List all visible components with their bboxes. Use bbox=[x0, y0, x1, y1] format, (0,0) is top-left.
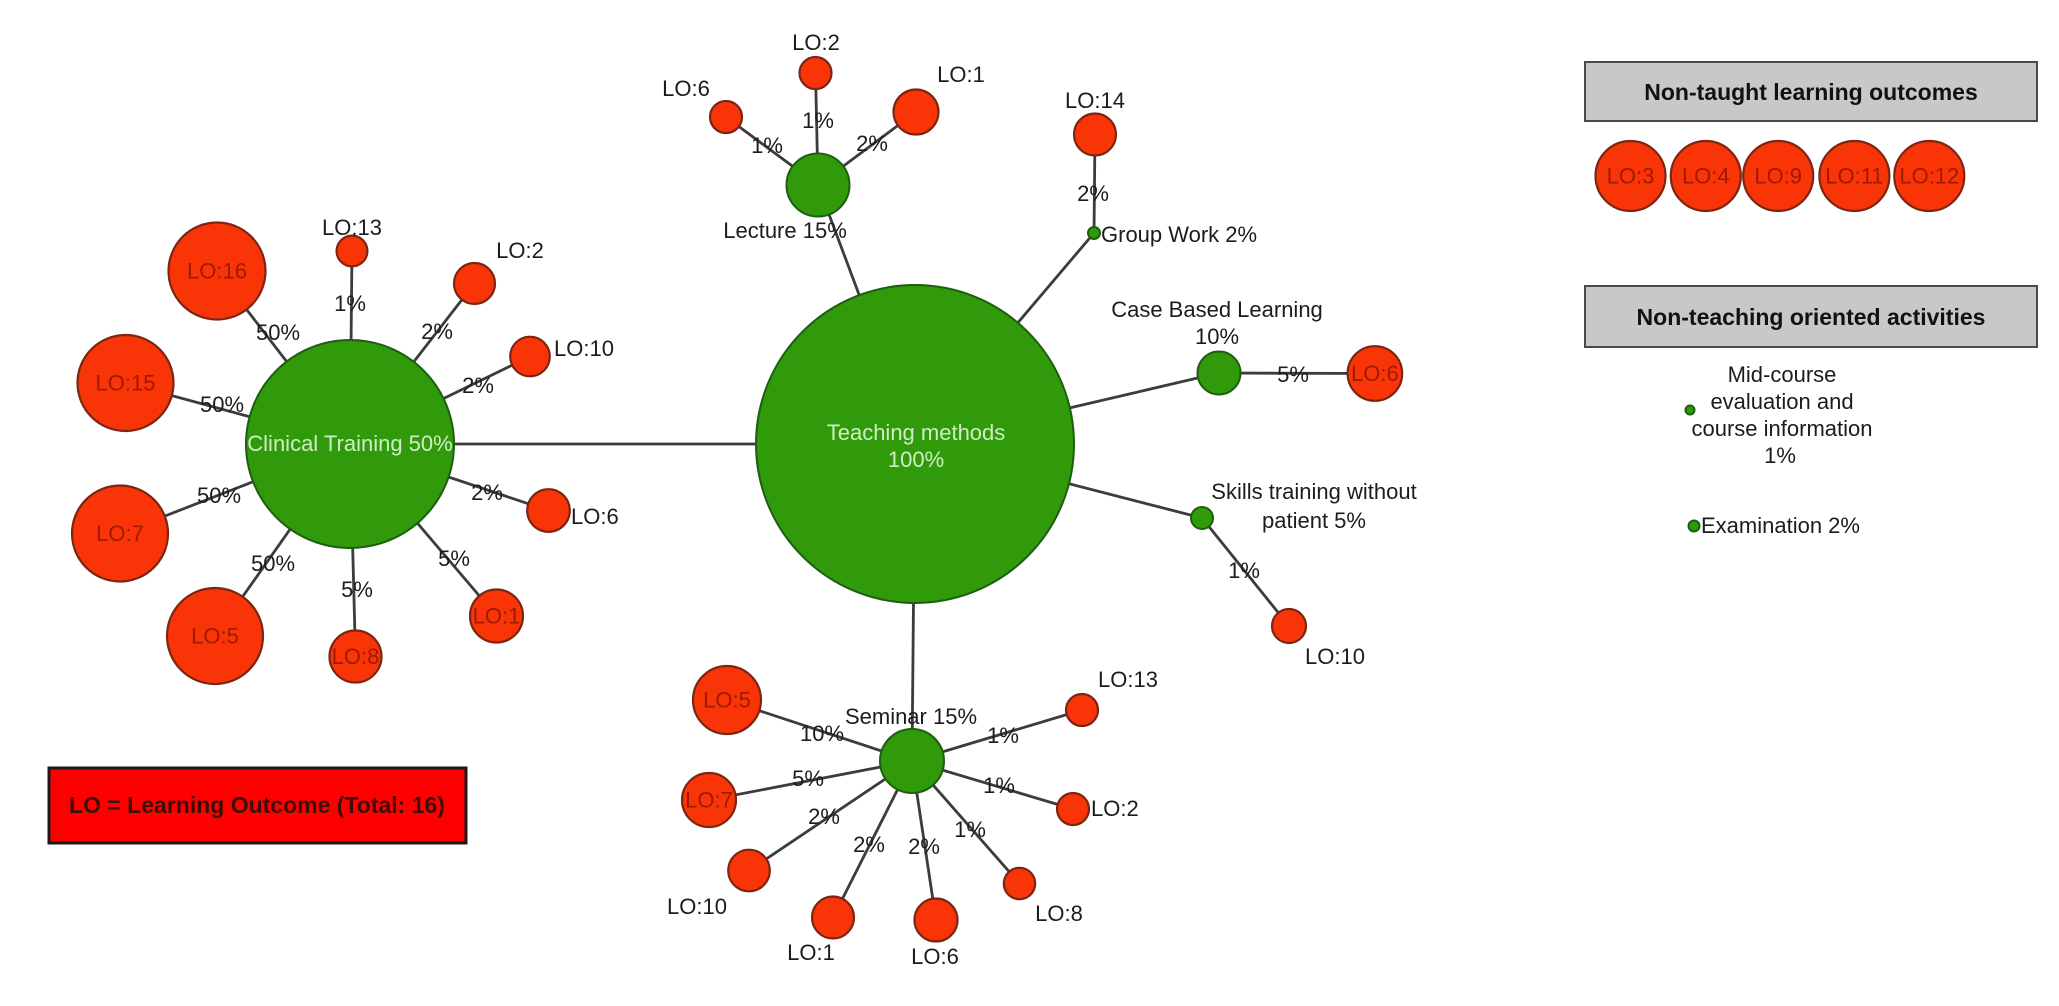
svg-text:LO:16: LO:16 bbox=[187, 259, 247, 284]
svg-text:Group Work 2%: Group Work 2% bbox=[1101, 222, 1257, 247]
svg-text:LO:5: LO:5 bbox=[191, 624, 239, 649]
svg-text:patient 5%: patient 5% bbox=[1262, 508, 1366, 533]
svg-text:LO:9: LO:9 bbox=[1754, 164, 1802, 189]
svg-text:1%: 1% bbox=[987, 723, 1019, 748]
svg-text:2%: 2% bbox=[462, 373, 494, 398]
svg-text:2%: 2% bbox=[808, 804, 840, 829]
svg-text:LO:3: LO:3 bbox=[1607, 164, 1655, 189]
svg-text:100%: 100% bbox=[888, 447, 944, 472]
svg-text:LO:2: LO:2 bbox=[792, 30, 840, 55]
svg-text:LO:5: LO:5 bbox=[703, 688, 751, 713]
svg-text:LO:8: LO:8 bbox=[332, 644, 380, 669]
svg-text:LO:1: LO:1 bbox=[787, 940, 835, 965]
svg-text:LO:11: LO:11 bbox=[1825, 164, 1883, 189]
svg-text:Teaching methods: Teaching methods bbox=[827, 420, 1006, 445]
svg-text:LO:4: LO:4 bbox=[1682, 164, 1730, 189]
svg-text:1%: 1% bbox=[334, 291, 366, 316]
svg-text:2%: 2% bbox=[1077, 181, 1109, 206]
svg-text:LO:6: LO:6 bbox=[571, 504, 619, 529]
svg-text:5%: 5% bbox=[341, 577, 373, 602]
svg-text:LO:1: LO:1 bbox=[473, 604, 521, 629]
svg-text:course information: course information bbox=[1692, 416, 1873, 441]
svg-text:10%: 10% bbox=[800, 721, 844, 746]
svg-text:LO:6: LO:6 bbox=[911, 944, 959, 969]
svg-text:LO:2: LO:2 bbox=[1091, 796, 1139, 821]
svg-text:2%: 2% bbox=[421, 319, 453, 344]
svg-text:LO:7: LO:7 bbox=[96, 521, 144, 546]
svg-text:LO:2: LO:2 bbox=[496, 238, 544, 263]
svg-text:Seminar 15%: Seminar 15% bbox=[845, 704, 977, 729]
svg-text:LO:14: LO:14 bbox=[1065, 88, 1125, 113]
svg-text:Mid-course: Mid-course bbox=[1728, 362, 1837, 387]
svg-text:10%: 10% bbox=[1195, 324, 1239, 349]
svg-text:LO:15: LO:15 bbox=[96, 371, 156, 396]
svg-text:5%: 5% bbox=[1277, 362, 1309, 387]
svg-text:2%: 2% bbox=[856, 131, 888, 156]
svg-text:1%: 1% bbox=[802, 108, 834, 133]
svg-text:1%: 1% bbox=[954, 817, 986, 842]
svg-text:Case Based Learning: Case Based Learning bbox=[1111, 297, 1323, 322]
svg-text:Lecture 15%: Lecture 15% bbox=[723, 218, 847, 243]
svg-text:Non-taught learning outcomes: Non-taught learning outcomes bbox=[1644, 79, 1978, 105]
svg-text:Non-teaching oriented activiti: Non-teaching oriented activities bbox=[1637, 304, 1986, 330]
svg-text:LO:10: LO:10 bbox=[667, 894, 727, 919]
svg-text:5%: 5% bbox=[792, 766, 824, 791]
svg-text:2%: 2% bbox=[908, 834, 940, 859]
svg-text:50%: 50% bbox=[251, 551, 295, 576]
svg-text:1%: 1% bbox=[751, 133, 783, 158]
svg-text:2%: 2% bbox=[471, 480, 503, 505]
svg-text:1%: 1% bbox=[1764, 443, 1796, 468]
svg-text:2%: 2% bbox=[853, 832, 885, 857]
svg-text:50%: 50% bbox=[200, 392, 244, 417]
svg-text:LO:10: LO:10 bbox=[554, 336, 614, 361]
svg-text:LO:13: LO:13 bbox=[322, 215, 382, 240]
svg-text:1%: 1% bbox=[1228, 558, 1260, 583]
svg-text:LO:1: LO:1 bbox=[937, 62, 985, 87]
svg-text:50%: 50% bbox=[256, 320, 300, 345]
svg-text:50%: 50% bbox=[197, 483, 241, 508]
svg-text:LO:6: LO:6 bbox=[662, 76, 710, 101]
svg-text:LO:6: LO:6 bbox=[1351, 361, 1399, 386]
svg-text:LO = Learning Outcome (Total:: LO = Learning Outcome (Total: 16) bbox=[69, 792, 445, 818]
svg-text:LO:7: LO:7 bbox=[685, 788, 733, 813]
svg-text:LO:13: LO:13 bbox=[1098, 667, 1158, 692]
svg-text:Skills training without: Skills training without bbox=[1211, 479, 1416, 504]
svg-text:1%: 1% bbox=[983, 773, 1015, 798]
svg-text:5%: 5% bbox=[438, 546, 470, 571]
svg-text:LO:10: LO:10 bbox=[1305, 644, 1365, 669]
svg-text:Clinical Training 50%: Clinical Training 50% bbox=[247, 431, 452, 456]
svg-text:LO:12: LO:12 bbox=[1899, 164, 1959, 189]
svg-text:evaluation and: evaluation and bbox=[1710, 389, 1853, 414]
svg-text:Examination 2%: Examination 2% bbox=[1701, 513, 1860, 538]
svg-text:LO:8: LO:8 bbox=[1035, 901, 1083, 926]
